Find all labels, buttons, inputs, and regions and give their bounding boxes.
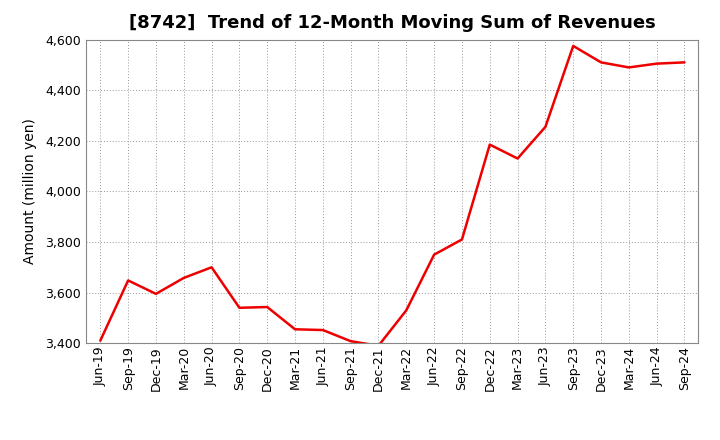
Title: [8742]  Trend of 12-Month Moving Sum of Revenues: [8742] Trend of 12-Month Moving Sum of R… (129, 15, 656, 33)
Y-axis label: Amount (million yen): Amount (million yen) (22, 118, 37, 264)
